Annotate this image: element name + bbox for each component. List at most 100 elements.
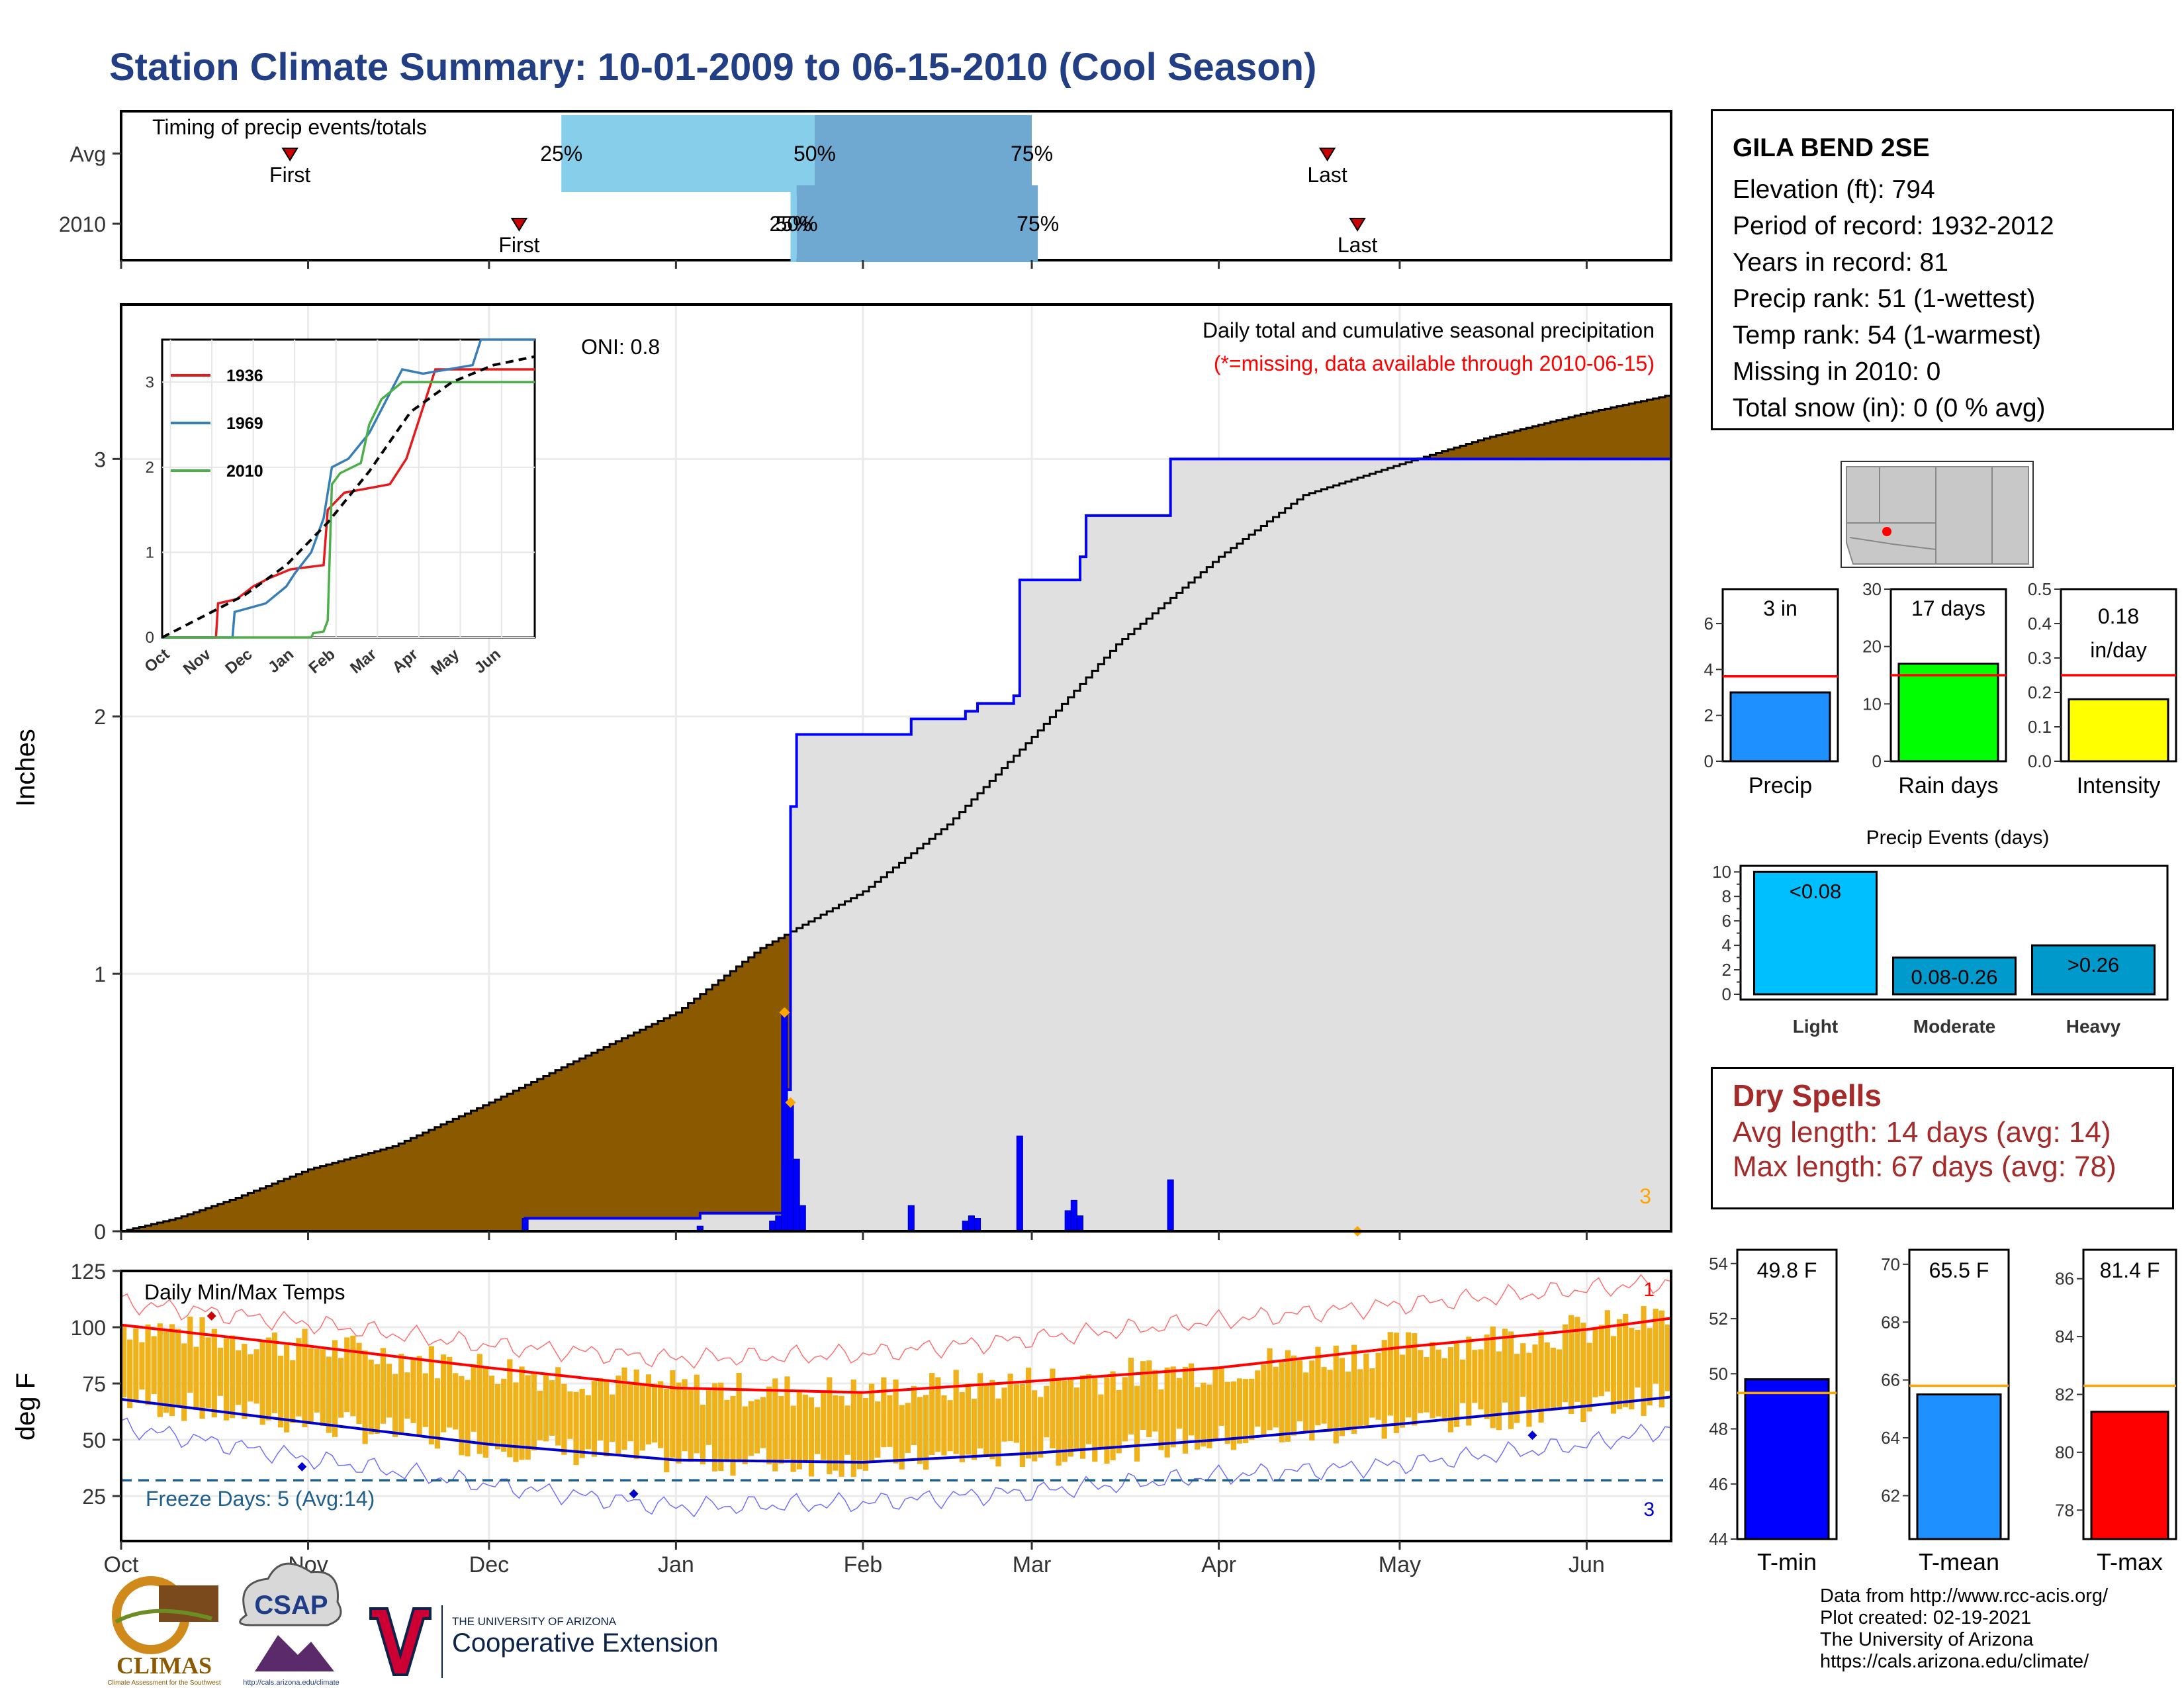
dry-spells-box: Dry Spells Avg length: 14 days (avg: 14)… [1711,1067,2174,1209]
temp-summary-y-tick-label: 46 [1709,1474,1728,1494]
deficit-column [163,1221,170,1231]
daily-temp-bar [1514,1354,1520,1423]
deficit-column [501,1096,508,1231]
daily-temp-bar [1122,1377,1128,1442]
totals-y-tick-label: 0.4 [2028,614,2052,633]
deficit-column [447,1121,453,1231]
deficit-column [410,1138,418,1231]
daily-temp-bar [887,1395,893,1447]
timing-label-50: 50% [794,142,836,165]
daily-temp-bar [242,1344,248,1419]
daily-temp-bar [688,1388,694,1462]
daily-temp-bar [983,1383,989,1455]
deficit-column [1623,404,1629,459]
deficit-column [398,1143,405,1231]
deficit-column [187,1214,194,1231]
precip-panel-frame [120,303,1672,1233]
temp-y-tick-label: 100 [71,1316,106,1340]
deficit-column [1544,423,1551,459]
daily-temp-bar [1556,1349,1563,1407]
daily-temp-bar [1430,1342,1435,1419]
daily-temp-bar [1381,1340,1387,1439]
daily-temp-bar [453,1373,459,1430]
record-marker [785,1097,796,1108]
deficit-column [1586,412,1594,459]
deficit-column [133,1228,140,1231]
deficit-column [712,984,719,1213]
deficit-column [561,1067,568,1219]
station-elevation: Elevation (ft): 794 [1733,175,1935,204]
deficit-column [1441,451,1449,459]
totals-bar [2068,698,2169,763]
totals-y-tick-label: 20 [1862,637,1882,657]
daily-temp-bar [1532,1344,1538,1409]
deficit-column [724,975,731,1213]
daily-temp-bar [971,1399,978,1460]
deficit-column [1569,417,1575,459]
daily-temp-bar [1050,1368,1056,1448]
daily-temp-bar [1152,1370,1158,1432]
ua-logo-a [369,1607,432,1676]
deficit-column [271,1184,279,1231]
cumulative-2010-area [121,459,1671,1232]
daily-precip-bar [522,1218,529,1232]
totals-value-label-intensity: 0.18 [2098,604,2139,628]
temp-summary-y-tick-label: 64 [1881,1428,1900,1448]
totals-category-label: Intensity [2077,773,2161,798]
station-snow: Total snow (in): 0 (0 % avg) [1733,394,2046,422]
daily-temp-bar [899,1405,905,1470]
deficit-column [1520,429,1527,459]
daily-precip-bar [799,1205,806,1232]
precip-corner-label: 3 [1639,1184,1651,1208]
daily-temp-bar [1460,1359,1466,1403]
daily-temp-bar [1351,1344,1357,1434]
deficit-column [1472,442,1479,459]
dry-spells-max: Max length: 67 days (avg: 78) [1733,1150,2116,1183]
inset-y-tick-label: 0 [146,629,154,647]
daily-temp-bar [1466,1336,1472,1426]
timing-marker-first [281,148,298,162]
daily-temp-bar [1315,1346,1321,1426]
deficit-column [537,1079,544,1219]
deficit-column [326,1164,333,1231]
temp-y-axis-label: deg F [11,1373,40,1440]
daily-temp-bar [1610,1336,1617,1414]
state-map [1841,461,2034,568]
deficit-column [459,1116,466,1231]
deficit-column [621,1038,629,1219]
credit-university: The University of Arizona [1820,1629,2034,1650]
daily-temp-bar [1134,1385,1140,1462]
daily-temp-bar [1218,1366,1224,1426]
deficit-column [610,1044,616,1219]
daily-temp-bar [1170,1366,1176,1448]
daily-temp-bar [670,1370,676,1458]
totals-y-tick-label: 2 [1704,706,1713,726]
deficit-column [1490,436,1497,459]
deficit-column [356,1156,363,1231]
daily-temp-bar [947,1400,953,1452]
daily-temp-bar [374,1364,380,1434]
csap-logo-cloud [239,1562,342,1626]
deficit-column [651,1023,659,1219]
temp-corner-bottom: 3 [1643,1499,1655,1521]
daily-temp-bar [724,1399,730,1460]
daily-temp-bar [1369,1368,1375,1418]
temp-summary-y-tick-label: 62 [1881,1485,1900,1505]
deficit-column [181,1216,188,1231]
temp-summary-y-tick-label: 54 [1709,1254,1728,1274]
deficit-column [434,1127,441,1231]
daily-temp-bar [1339,1358,1345,1436]
daily-temp-bar [1544,1342,1550,1411]
daily-temp-bar [1574,1317,1580,1402]
deficit-column [531,1082,538,1219]
x-tick-label: Feb [844,1552,883,1577]
x-tick-label: Mar [1013,1552,1052,1577]
daily-temp-bar [223,1338,230,1421]
deficit-column [477,1107,484,1231]
daily-temp-bar [494,1383,501,1450]
timing-label-75: 75% [1011,142,1053,165]
timing-label-first: First [269,163,310,187]
deficit-column [615,1041,622,1219]
daily-temp-bar [1424,1357,1430,1413]
daily-temp-bar [664,1389,670,1473]
